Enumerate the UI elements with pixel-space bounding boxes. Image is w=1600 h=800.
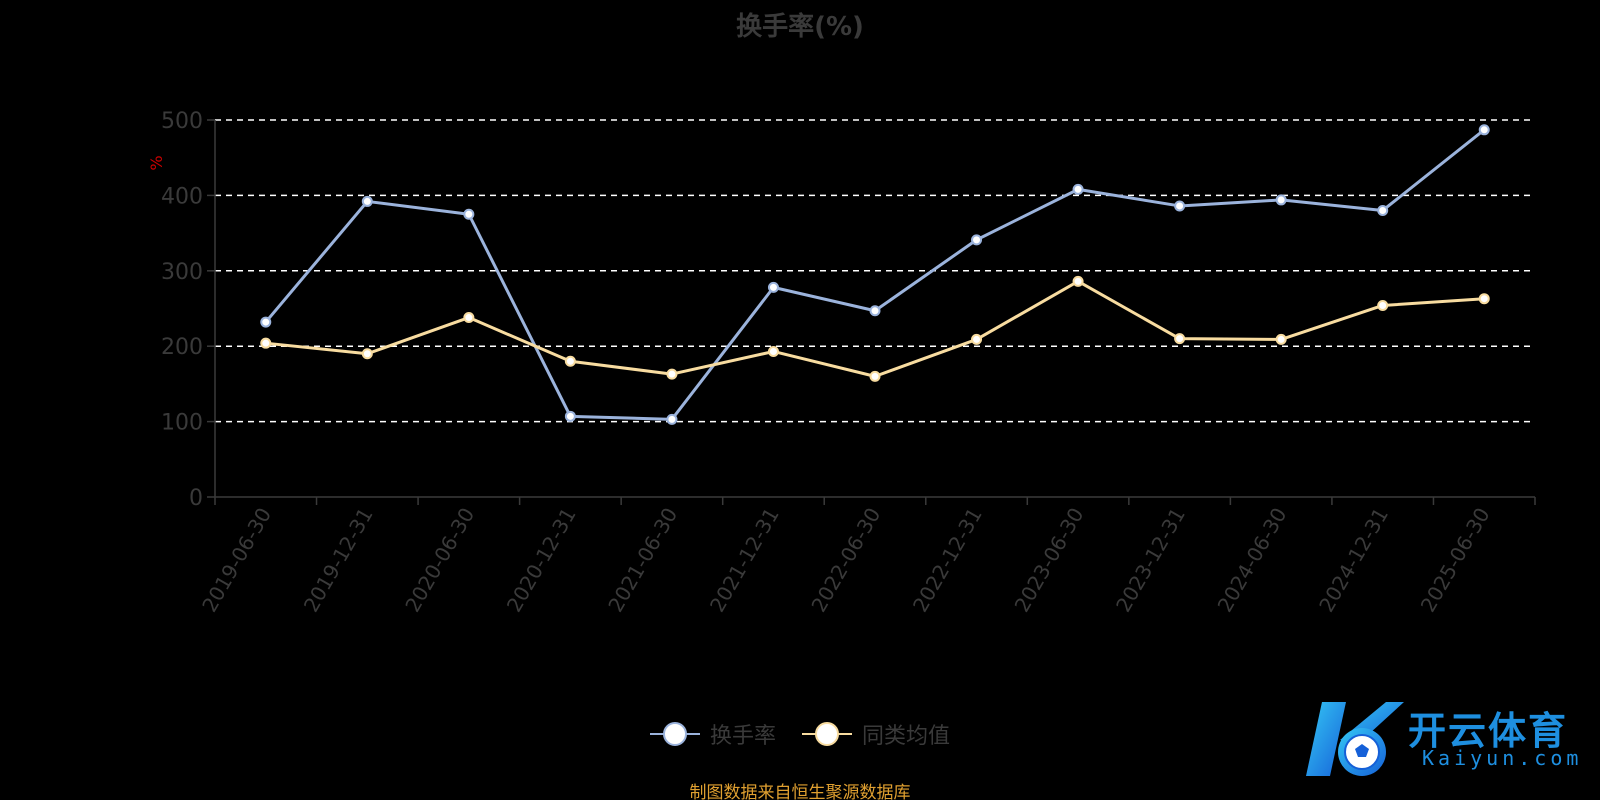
legend-item-peer-average[interactable]: 同类均值: [802, 718, 950, 750]
data-point-0: [463, 208, 475, 220]
data-point-1: [564, 355, 576, 367]
data-point-0: [564, 410, 576, 422]
y-axis-label: %: [147, 155, 166, 170]
data-point-0: [361, 195, 373, 207]
x-tick-label: 2024-06-30: [1213, 504, 1292, 617]
data-point-0: [971, 234, 983, 246]
x-tick-label: 2024-12-31: [1314, 504, 1393, 617]
x-tick-label: 2025-06-30: [1416, 504, 1495, 617]
data-point-1: [260, 337, 272, 349]
data-point-1: [971, 333, 983, 345]
grid-lines: [215, 119, 1535, 423]
data-point-1: [767, 345, 779, 357]
data-point-0: [767, 281, 779, 293]
y-tick-label: 100: [161, 411, 203, 436]
data-points: [260, 124, 1490, 425]
data-point-0: [1377, 204, 1389, 216]
watermark-domain-text: Kaiyun.com: [1422, 746, 1583, 770]
data-point-1: [1174, 333, 1186, 345]
series-line-1: [265, 279, 1485, 378]
legend-label-turnover: 换手率: [709, 724, 776, 749]
watermark-brand-text: 开云体育: [1408, 709, 1569, 753]
data-point-1: [463, 312, 475, 324]
data-point-0: [1174, 200, 1186, 212]
kaiyun-logo-icon: [1306, 702, 1404, 776]
data-point-1: [361, 348, 373, 360]
y-tick-label: 500: [161, 109, 203, 134]
y-tick-label: 200: [161, 335, 203, 360]
watermark-logo: 开云体育 Kaiyun.com: [1300, 694, 1600, 784]
data-point-1: [869, 370, 881, 382]
y-tick-label: 0: [189, 486, 203, 511]
x-tick-label: 2023-12-31: [1111, 504, 1190, 617]
data-point-1: [1275, 333, 1287, 345]
x-tick-label: 2021-06-30: [603, 504, 682, 617]
data-point-1: [666, 368, 678, 380]
data-point-0: [1275, 194, 1287, 206]
x-tick-label: 2022-06-30: [806, 504, 885, 617]
data-point-0: [666, 413, 678, 425]
x-tick-label: 2023-06-30: [1010, 504, 1089, 617]
data-point-1: [1072, 275, 1084, 287]
axes: 0 100 200 300 400 500% 2019-06-30 2019-12-31 202…: [147, 109, 1536, 617]
x-tick-label: 2022-12-31: [908, 504, 987, 617]
x-tick-label: 2019-06-30: [197, 504, 276, 617]
legend-label-peer-average: 同类均值: [862, 724, 951, 749]
legend-marker-turnover: [649, 721, 700, 747]
data-point-0: [1072, 183, 1084, 195]
x-tick-label: 2020-06-30: [400, 504, 479, 617]
x-tick-label: 2020-12-31: [502, 504, 581, 617]
x-tick-label: 2021-12-31: [705, 504, 784, 617]
data-point-0: [260, 316, 272, 328]
data-point-1: [1478, 293, 1490, 305]
y-tick-label: 400: [161, 184, 203, 209]
legend-item-turnover[interactable]: 换手率: [649, 718, 776, 750]
legend: 换手率 同类均值: [0, 718, 1600, 750]
legend-marker-peer-average: [802, 721, 852, 747]
x-tick-label: 2019-12-31: [299, 504, 378, 617]
data-point-0: [1478, 124, 1490, 136]
source-note: 制图数据来自恒生聚源数据库: [689, 783, 911, 800]
y-tick-label: 300: [161, 260, 203, 285]
data-point-1: [1377, 299, 1389, 311]
data-point-0: [869, 305, 881, 317]
chart-title: 换手率(%): [736, 12, 864, 42]
